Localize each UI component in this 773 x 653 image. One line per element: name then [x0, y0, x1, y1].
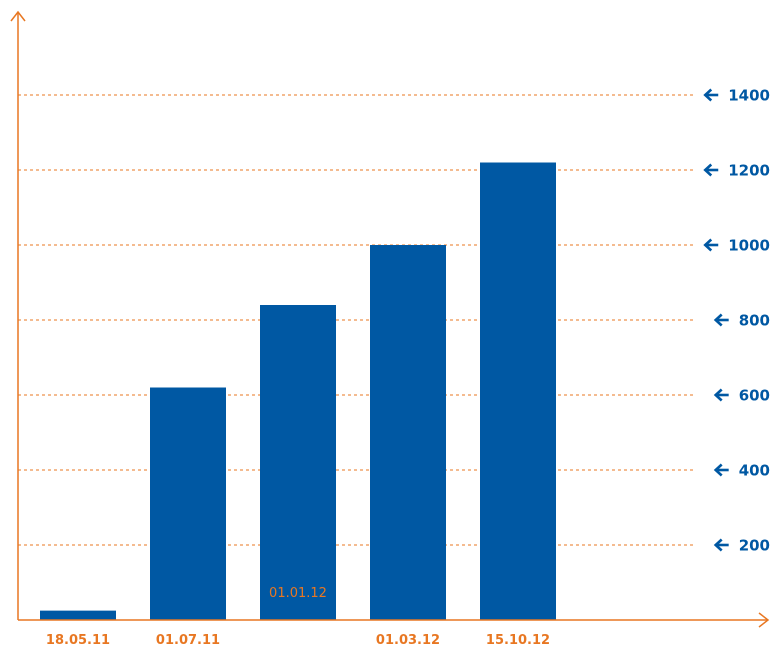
axes: [10, 10, 770, 628]
x-tick-label: 18.05.11: [46, 633, 110, 648]
bar-annotation-label: 01.01.12: [269, 586, 327, 601]
gridlines: [18, 94, 695, 546]
arrow-left-icon: [713, 463, 729, 477]
bar: [260, 305, 336, 620]
arrow-left-icon: [713, 313, 729, 327]
y-tick-label: 200: [739, 537, 770, 555]
y-tick-labels: 200 400 600 800 1000 1200 1400: [703, 87, 770, 555]
arrow-left-icon: [703, 163, 719, 177]
y-tick-label: 1200: [728, 162, 770, 180]
x-tick-label: 15.10.12: [486, 633, 550, 648]
bar: [480, 162, 556, 620]
bars: [40, 162, 556, 620]
bar: [150, 387, 226, 620]
arrow-left-icon: [703, 238, 719, 252]
y-tick-label: 600: [739, 387, 770, 405]
x-tick-label: 01.03.12: [376, 633, 440, 648]
x-tick-label: 01.07.11: [156, 633, 220, 648]
y-axis-arrowhead: [10, 10, 26, 22]
arrow-left-icon: [703, 88, 719, 102]
x-axis-arrowhead: [758, 612, 770, 628]
x-tick-labels: 18.05.11 01.07.11 01.03.12 15.10.12: [46, 633, 550, 648]
y-tick-label: 1000: [728, 237, 770, 255]
y-tick-label: 800: [739, 312, 770, 330]
annotations: 01.01.12: [269, 586, 327, 601]
arrow-left-icon: [713, 538, 729, 552]
y-tick-label: 400: [739, 462, 770, 480]
y-tick-label: 1400: [728, 87, 770, 105]
arrow-left-icon: [713, 388, 729, 402]
bar: [40, 610, 116, 620]
bar: [370, 245, 446, 620]
